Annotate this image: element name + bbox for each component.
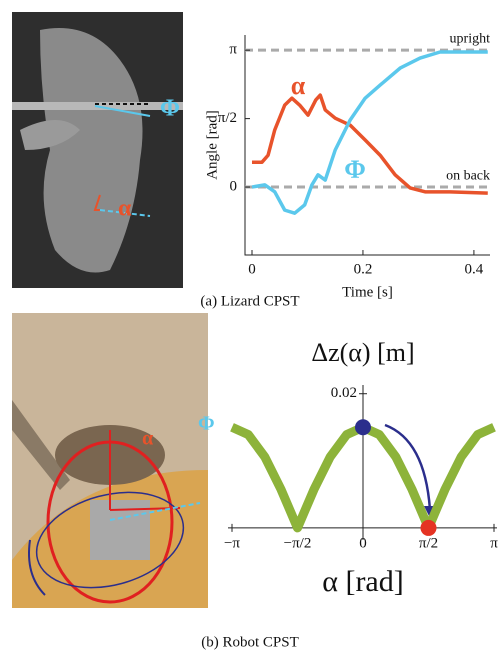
legend-label: α [291,71,306,100]
x-tick-label: 0 [248,261,256,277]
x-tick-label: −π/2 [284,535,312,551]
x-tick-label: 0.2 [354,261,373,277]
x-tick-label: π [490,535,498,551]
legend-label: Φ [344,155,366,184]
reference-label: upright [450,31,491,46]
y-axis-label: Angle [rad] [204,110,220,180]
caption: (b) Robot CPST [201,634,299,650]
y-tick-label: 0 [230,178,238,194]
lizard-photo: Φ α [12,12,183,288]
robot-photo: α Φ [12,313,215,608]
photo-label: α [118,196,132,222]
marker [355,419,371,435]
axis-frame [245,35,490,255]
caption: (a) Lizard CPST [200,293,299,309]
figure: Φ α α Φ (a) Lizard CPST (b) Robot CPST u… [0,0,501,654]
series-line [252,52,488,213]
x-axis-label: α [rad] [322,565,404,598]
reference-label: on back [446,168,490,183]
photo-label: Φ [160,96,180,122]
photo-label: Φ [198,413,215,435]
x-tick-label: 0.4 [465,261,484,277]
x-tick-label: −π [224,535,240,551]
y-tick-label: 0.02 [331,385,357,401]
x-tick-label: π/2 [419,535,438,551]
x-axis-label: Time [s] [342,284,393,300]
arrow [385,425,430,510]
x-tick-label: 0 [359,535,367,551]
marker [421,520,437,536]
y-axis-label: Δz(α) [m] [311,338,414,367]
y-tick-label: π [229,42,237,58]
photo-label: α [142,428,153,450]
y-tick-label: π/2 [218,110,237,126]
